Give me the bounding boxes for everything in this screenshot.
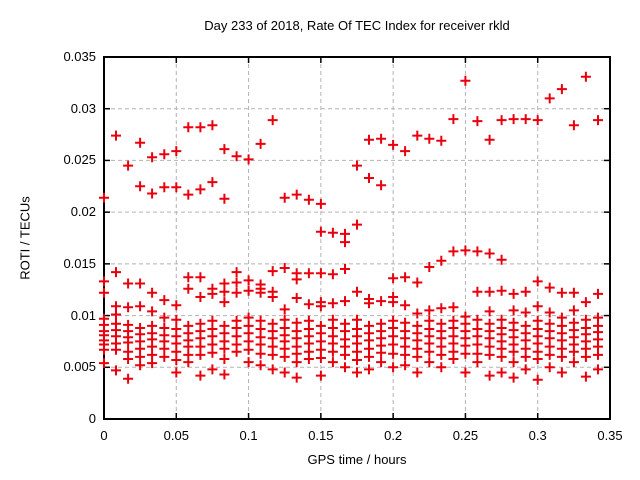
y-tick-label: 0.025 <box>63 152 96 168</box>
x-tick-label: 0 <box>100 428 108 443</box>
data-points <box>99 71 603 385</box>
y-tick-label: 0.015 <box>63 255 96 271</box>
y-tick-label: 0.03 <box>70 100 96 116</box>
x-tick-label: 0.25 <box>452 428 479 443</box>
x-tick-label: 0.2 <box>384 428 403 443</box>
x-tick-label: 0.3 <box>528 428 547 443</box>
x-tick-label: 0.35 <box>597 428 623 443</box>
y-tick-label: 0.01 <box>70 307 96 323</box>
x-axis-label: GPS time / hours <box>307 452 407 467</box>
y-tick-label: 0.02 <box>70 204 96 220</box>
y-tick-label: 0 <box>88 411 96 426</box>
plot-border <box>103 56 611 420</box>
x-tick-label: 0.15 <box>308 428 334 443</box>
y-tick-label: 0.005 <box>63 359 96 375</box>
x-tick-label: 0.1 <box>239 428 258 443</box>
y-tick-label: 0.035 <box>63 49 96 64</box>
x-tick-label: 0.05 <box>163 428 189 443</box>
chart-title: Day 233 of 2018, Rate Of TEC Index for r… <box>204 18 510 33</box>
